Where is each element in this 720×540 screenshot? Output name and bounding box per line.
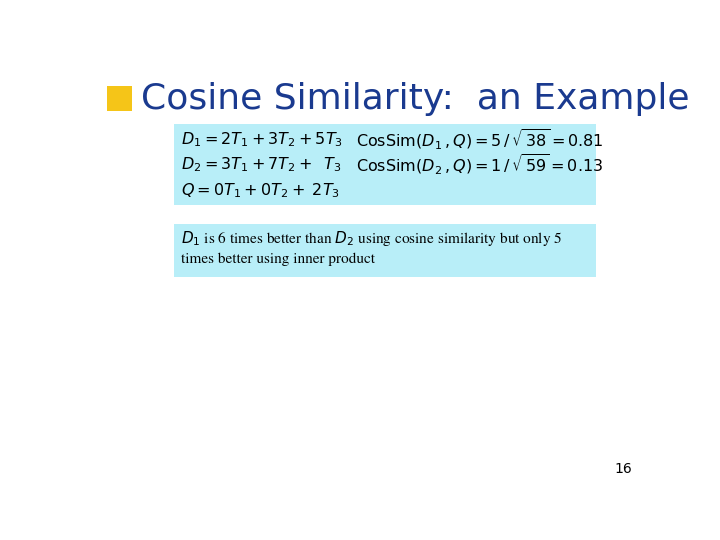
Text: $\mathrm{CosSim}(D_1\,, Q) = 5\,/\,\sqrt{\,38} = 0.81$: $\mathrm{CosSim}(D_1\,, Q) = 5\,/\,\sqrt… [356, 127, 603, 152]
FancyBboxPatch shape [174, 224, 596, 276]
Text: $D_2 = 3T_1 + 7T_2 +\;\; T_3$: $D_2 = 3T_1 + 7T_2 +\;\; T_3$ [181, 156, 342, 174]
Text: $D_1 = 2T_1 + 3T_2 + 5T_3$: $D_1 = 2T_1 + 3T_2 + 5T_3$ [181, 130, 343, 149]
Text: $Q = 0T_1 + 0T_2 +\; 2T_3$: $Q = 0T_1 + 0T_2 +\; 2T_3$ [181, 181, 341, 200]
FancyBboxPatch shape [174, 124, 596, 205]
FancyBboxPatch shape [107, 86, 132, 111]
Text: $D_1$ is 6 times better than $D_2$ using cosine similarity but only 5: $D_1$ is 6 times better than $D_2$ using… [181, 228, 563, 247]
Text: $\mathrm{CosSim}(D_2\,, Q) = 1\,/\,\sqrt{\,59} = 0.13$: $\mathrm{CosSim}(D_2\,, Q) = 1\,/\,\sqrt… [356, 153, 603, 177]
Text: 16: 16 [615, 462, 632, 476]
Text: Cosine Similarity:  an Example: Cosine Similarity: an Example [141, 82, 690, 116]
Text: times better using inner product: times better using inner product [181, 253, 375, 266]
